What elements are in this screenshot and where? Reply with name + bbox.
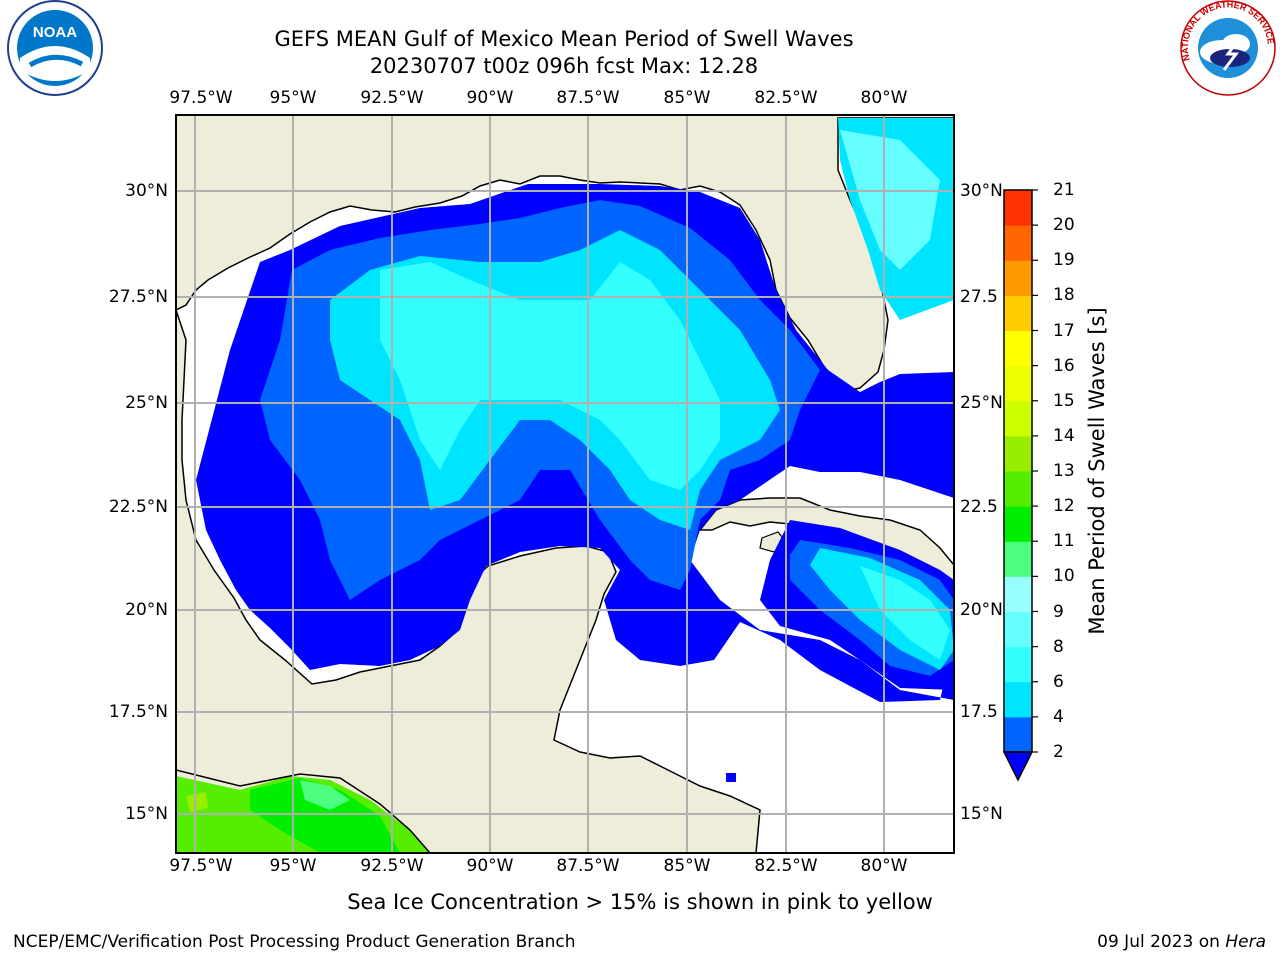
lon-tick-top: 90°W <box>466 88 514 108</box>
lon-tick-top: 82.5°W <box>754 88 818 108</box>
map-title: GEFS MEAN Gulf of Mexico Mean Period of … <box>274 27 854 51</box>
colorbar-segment <box>1004 295 1032 331</box>
colorbar-label: 21 <box>1053 180 1075 200</box>
colorbar-label: 15 <box>1053 390 1075 411</box>
colorbar-segment <box>1004 716 1032 753</box>
colorbar-label: 18 <box>1053 285 1075 306</box>
land-mexico <box>176 309 761 853</box>
lat-tick-left: 17.5°N <box>108 702 168 722</box>
svg-text:NOAA: NOAA <box>33 24 77 41</box>
colorbar-label: 12 <box>1053 496 1075 517</box>
lat-tick-right: 30°N <box>960 181 1003 201</box>
colorbar-segment <box>1004 435 1032 472</box>
lon-tick-bottom: 85°W <box>663 856 711 876</box>
lon-tick-top: 95°W <box>269 88 317 108</box>
colorbar-label: 20 <box>1053 215 1075 236</box>
map-subtitle: 20230707 t00z 096h fcst Max: 12.28 <box>369 54 759 78</box>
colorbar-title: Mean Period of Swell Waves [s] <box>1085 307 1109 635</box>
colorbar-segment <box>1004 541 1032 577</box>
colorbar-segment <box>1004 471 1032 507</box>
colorbar-segment <box>1004 400 1032 437</box>
colorbar-segment <box>1004 506 1032 542</box>
colorbar-segment <box>1004 225 1032 261</box>
lon-tick-top: 85°W <box>663 88 711 108</box>
colorbar-extend-arrow <box>1002 751 1034 782</box>
lat-tick-left: 30°N <box>125 181 168 201</box>
lat-tick-right: 20°N <box>960 600 1003 620</box>
colorbar-label: 10 <box>1053 566 1075 587</box>
colorbar-label: 8 <box>1053 636 1064 657</box>
colorbar-segment <box>1004 330 1032 367</box>
colorbar-label: 6 <box>1053 671 1064 692</box>
colorbar-label: 11 <box>1053 531 1075 552</box>
colorbar-label: 19 <box>1053 250 1075 271</box>
noaa-logo: NOAA <box>7 0 103 96</box>
lat-tick-right: 22.5 <box>960 497 998 517</box>
lon-tick-top: 97.5°W <box>169 88 233 108</box>
lon-tick-top: 92.5°W <box>360 88 424 108</box>
plot-frame <box>175 114 955 854</box>
lon-tick-bottom: 82.5°W <box>754 856 818 876</box>
colorbar-segment <box>1004 190 1032 226</box>
lon-tick-top: 80°W <box>860 88 908 108</box>
colorbar-label: 14 <box>1053 425 1075 446</box>
lon-tick-bottom: 90°W <box>466 856 514 876</box>
lat-tick-left: 22.5°N <box>108 497 168 517</box>
colorbar <box>1002 189 1038 782</box>
lat-tick-right: 25°N <box>960 393 1003 413</box>
footnote: Sea Ice Concentration > 15% is shown in … <box>347 890 933 914</box>
colorbar-segment <box>1004 576 1032 612</box>
lat-tick-left: 25°N <box>125 393 168 413</box>
colorbar-segment <box>1004 646 1032 683</box>
colorbar-segment <box>1004 681 1032 718</box>
colorbar-segment <box>1004 365 1032 402</box>
lon-tick-bottom: 97.5°W <box>169 856 233 876</box>
colorbar-label: 9 <box>1053 601 1064 622</box>
colorbar-label: 2 <box>1053 742 1064 762</box>
lat-tick-left: 20°N <box>125 600 168 620</box>
land-cuba <box>698 497 954 586</box>
footer-credit: NCEP/EMC/Verification Post Processing Pr… <box>13 932 576 952</box>
lat-tick-left: 27.5°N <box>108 287 168 307</box>
colorbar-segment <box>1004 260 1032 296</box>
lat-tick-right: 27.5 <box>960 287 998 307</box>
lon-tick-bottom: 92.5°W <box>360 856 424 876</box>
colorbar-segment <box>1004 611 1032 648</box>
colorbar-label: 17 <box>1053 320 1075 341</box>
lon-tick-bottom: 95°W <box>269 856 317 876</box>
lon-tick-bottom: 87.5°W <box>556 856 620 876</box>
lon-tick-top: 87.5°W <box>556 88 620 108</box>
graticule <box>176 115 954 853</box>
lon-tick-bottom: 80°W <box>860 856 908 876</box>
lat-tick-right: 15°N <box>960 804 1003 824</box>
colorbar-label: 13 <box>1053 461 1075 481</box>
nws-logo: NATIONAL WEATHER SERVICE <box>1180 0 1276 96</box>
swell-field <box>196 118 954 702</box>
lat-tick-left: 15°N <box>125 804 168 824</box>
footer-date: 09 Jul 2023 on Hera <box>1097 932 1266 952</box>
colorbar-label: 16 <box>1053 355 1075 376</box>
lat-tick-right: 17.5 <box>960 702 998 722</box>
colorbar-label: 4 <box>1053 706 1064 727</box>
